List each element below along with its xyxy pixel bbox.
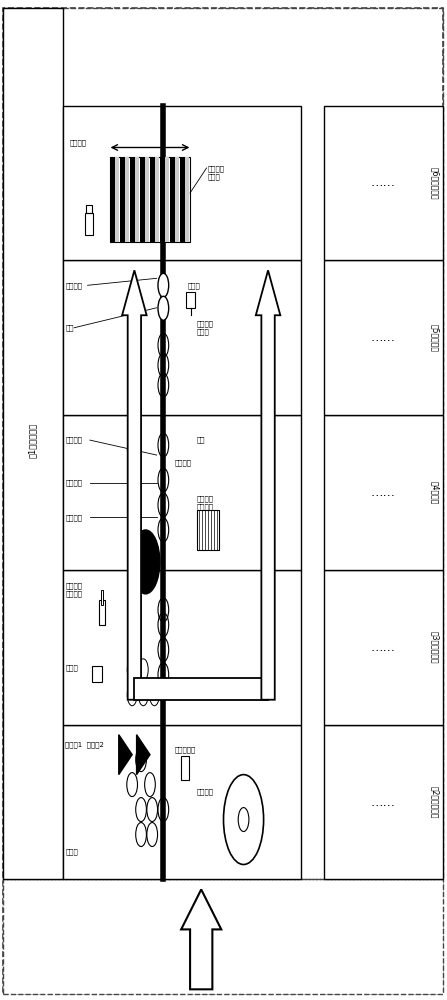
Bar: [324, 415, 443, 570]
Text: 摄像头: 摄像头: [65, 664, 78, 671]
Bar: [170, 157, 176, 242]
Text: （3）打印检测: （3）打印检测: [430, 631, 440, 664]
Bar: [63, 725, 301, 879]
Bar: [101, 590, 103, 605]
Bar: [150, 157, 156, 242]
Text: 送料轮: 送料轮: [65, 848, 78, 855]
Bar: [145, 157, 149, 242]
Bar: [324, 106, 443, 260]
Text: ……: ……: [371, 486, 396, 499]
Bar: [3, 8, 63, 879]
Text: 活动压轮: 活动压轮: [65, 437, 82, 443]
Text: 硬质底板: 硬质底板: [65, 514, 82, 521]
Text: 升降标牌
收纳盒: 升降标牌 收纳盒: [208, 166, 225, 180]
Bar: [324, 570, 443, 725]
Text: ……: ……: [371, 331, 396, 344]
Bar: [135, 157, 139, 242]
Bar: [85, 213, 93, 235]
Bar: [155, 157, 159, 242]
Circle shape: [158, 273, 169, 297]
Bar: [3, 8, 443, 879]
Text: （6）标牌收纳: （6）标牌收纳: [430, 167, 440, 199]
Text: 切刀: 切刀: [224, 681, 232, 688]
Bar: [185, 157, 189, 242]
Bar: [63, 415, 301, 570]
Text: （5）后处理: （5）后处理: [430, 324, 440, 352]
Bar: [63, 570, 301, 725]
Text: （2）标牌打印: （2）标牌打印: [430, 786, 440, 818]
Text: （1）数据处理: （1）数据处理: [28, 422, 37, 458]
Text: 废料吸盘: 废料吸盘: [174, 459, 191, 466]
Text: ……: ……: [371, 641, 396, 654]
Circle shape: [158, 296, 169, 320]
Bar: [130, 157, 136, 242]
Bar: [181, 756, 189, 780]
Text: 不干胶标
签收纳盒: 不干胶标 签收纳盒: [197, 495, 214, 510]
Text: 打印纸卷: 打印纸卷: [197, 789, 214, 795]
Bar: [324, 725, 443, 879]
Polygon shape: [119, 735, 132, 775]
Text: 修边切刀: 修边切刀: [65, 282, 82, 289]
Text: ……: ……: [371, 176, 396, 189]
Bar: [99, 600, 105, 625]
FancyArrow shape: [181, 889, 221, 989]
Bar: [110, 157, 190, 242]
Bar: [115, 157, 119, 242]
Bar: [110, 157, 116, 242]
Text: 废料标记
冲孔组件: 废料标记 冲孔组件: [65, 583, 82, 597]
Text: ……: ……: [371, 796, 396, 809]
Bar: [135, 678, 268, 700]
Text: 打印数据: 打印数据: [190, 940, 212, 949]
Polygon shape: [137, 735, 150, 775]
Bar: [63, 260, 301, 415]
Bar: [197, 510, 219, 550]
Text: 摄像头: 摄像头: [188, 282, 201, 289]
Bar: [160, 157, 166, 242]
Text: 压轮: 压轮: [65, 324, 74, 331]
Bar: [324, 260, 443, 415]
Text: 切刀: 切刀: [197, 437, 205, 443]
Bar: [63, 106, 301, 260]
FancyArrow shape: [256, 270, 280, 700]
Text: 悬挂孔冲
孔组件: 悬挂孔冲 孔组件: [197, 321, 214, 335]
Bar: [186, 292, 195, 308]
Bar: [165, 157, 169, 242]
Circle shape: [131, 530, 160, 594]
Bar: [3, 879, 443, 994]
Text: （4）贴牌: （4）贴牌: [430, 481, 440, 504]
Text: 底纸剥离: 底纸剥离: [65, 479, 82, 486]
FancyArrow shape: [122, 270, 147, 700]
Bar: [125, 157, 129, 242]
Circle shape: [224, 775, 264, 864]
Bar: [175, 157, 179, 242]
Bar: [86, 205, 93, 213]
Text: 位置传感器: 位置传感器: [174, 746, 196, 753]
Bar: [92, 666, 102, 682]
Bar: [180, 157, 186, 242]
Bar: [120, 157, 126, 242]
Text: 废料吸盘: 废料吸盘: [70, 140, 87, 146]
Bar: [140, 157, 146, 242]
Text: 打印头1  打印头2: 打印头1 打印头2: [65, 741, 104, 748]
